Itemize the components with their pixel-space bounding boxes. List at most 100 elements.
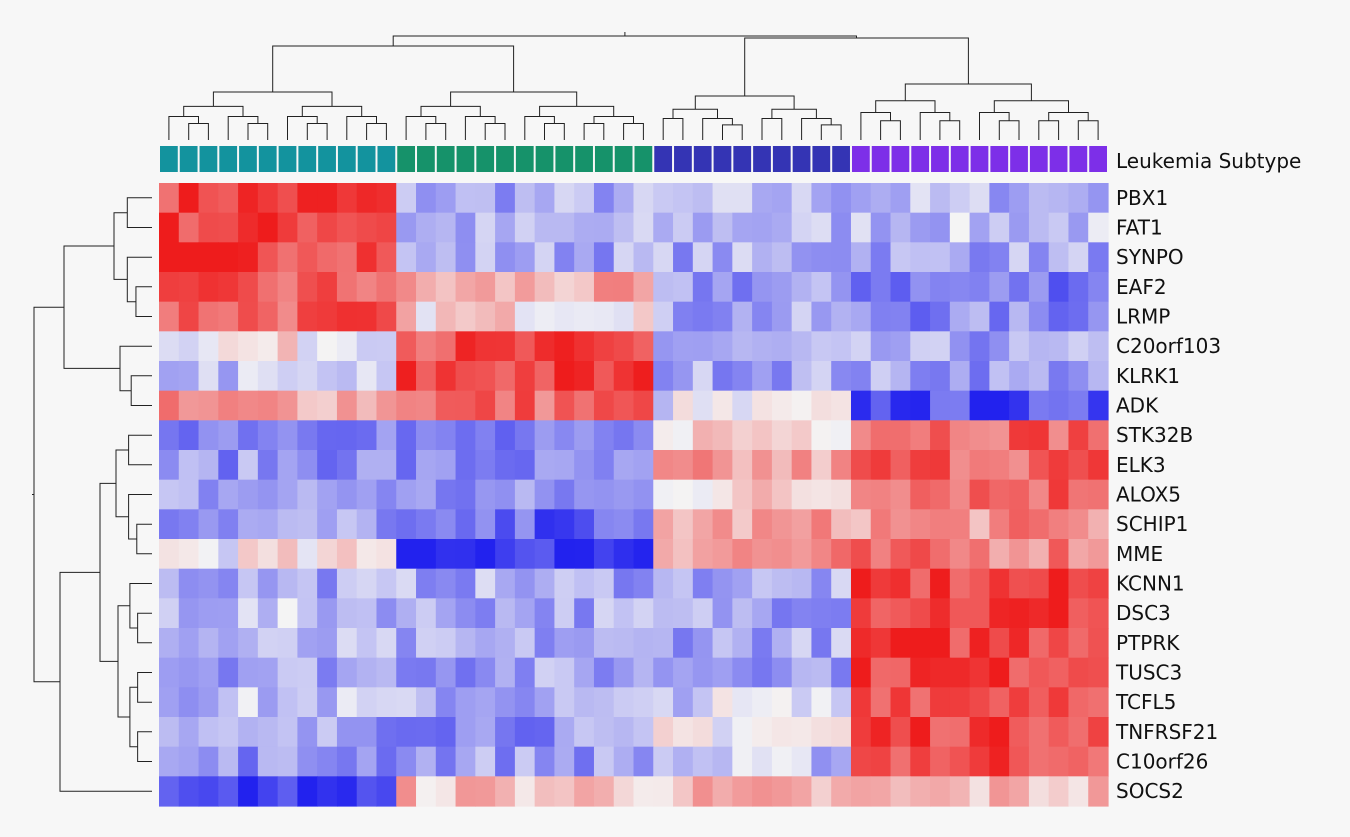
heatmap-cell xyxy=(613,776,635,807)
heatmap-cell xyxy=(1048,539,1070,570)
subtype-swatch xyxy=(278,146,297,172)
dendrogram-branch xyxy=(301,105,363,117)
heatmap-cell xyxy=(554,183,575,214)
heatmap-cell xyxy=(633,746,654,777)
heatmap-cell xyxy=(435,390,457,421)
heatmap-cell xyxy=(178,301,200,332)
heatmap-cell xyxy=(198,568,219,599)
heatmap-cell xyxy=(218,183,239,214)
dendrogram-branch xyxy=(183,105,244,117)
heatmap-cell xyxy=(1009,509,1030,540)
heatmap-cell xyxy=(218,598,239,629)
heatmap-cell xyxy=(930,183,951,214)
subtype-swatch xyxy=(950,146,969,172)
heatmap-cell xyxy=(238,746,259,777)
heatmap-cell xyxy=(495,657,516,688)
heatmap-cell xyxy=(376,242,397,273)
dendrogram-branch xyxy=(539,105,615,117)
heatmap-cell xyxy=(890,420,911,451)
heatmap-cell xyxy=(277,598,298,629)
heatmap-cell xyxy=(495,331,516,362)
dendrogram-branch xyxy=(126,197,152,228)
heatmap-cell xyxy=(870,568,892,599)
heatmap-cell xyxy=(356,183,378,214)
dendrogram-branch xyxy=(544,123,565,140)
heatmap-cell xyxy=(613,361,635,392)
heatmap-cell xyxy=(356,687,378,718)
heatmap-cell xyxy=(910,598,931,629)
heatmap-cell xyxy=(376,479,397,510)
heatmap-cell xyxy=(455,450,476,481)
heatmap-cell xyxy=(297,390,318,421)
heatmap-cell xyxy=(277,331,298,362)
heatmap-cell xyxy=(495,183,516,214)
heatmap-cell xyxy=(791,390,813,421)
heatmap-cell xyxy=(771,509,793,540)
heatmap-cell xyxy=(949,746,971,777)
heatmap-cell xyxy=(218,509,239,540)
heatmap-cell xyxy=(712,509,733,540)
heatmap-cell xyxy=(574,746,595,777)
heatmap-cell xyxy=(336,450,358,481)
heatmap-cell xyxy=(317,776,338,807)
heatmap-cell xyxy=(633,301,654,332)
heatmap-cell xyxy=(811,539,832,570)
heatmap-cell xyxy=(534,657,556,688)
heatmap-cell xyxy=(831,420,852,451)
heatmap-cell xyxy=(159,331,180,362)
subtype-swatch xyxy=(298,146,317,172)
heatmap-cell xyxy=(376,361,397,392)
heatmap-cell xyxy=(356,509,378,540)
heatmap-cell xyxy=(732,183,753,214)
heatmap-cell xyxy=(771,479,793,510)
heatmap-cell xyxy=(277,420,298,451)
heatmap-cell xyxy=(198,598,219,629)
heatmap-cell xyxy=(475,331,496,362)
heatmap-cell xyxy=(870,272,892,303)
heatmap-cell xyxy=(159,746,180,777)
heatmap-cell xyxy=(1088,183,1109,214)
heatmap-cell xyxy=(692,212,714,243)
heatmap-cell xyxy=(890,242,911,273)
gene-label: C10orf26 xyxy=(1116,750,1208,774)
heatmap-cell xyxy=(534,776,556,807)
heatmap-cell xyxy=(317,568,338,599)
heatmap-cell xyxy=(198,420,219,451)
heatmap-cell xyxy=(159,717,180,748)
heatmap-cell xyxy=(554,242,575,273)
heatmap-cell xyxy=(1068,361,1089,392)
subtype-swatch xyxy=(654,146,673,172)
heatmap-cell xyxy=(238,390,259,421)
heatmap-cell xyxy=(495,717,516,748)
heatmap-cell xyxy=(356,420,378,451)
dendrogram-branch xyxy=(126,256,152,303)
dendrogram-branch xyxy=(188,123,209,140)
subtype-swatch xyxy=(179,146,198,172)
heatmap-cell xyxy=(831,331,852,362)
heatmap-cell xyxy=(910,272,931,303)
heatmap-cell xyxy=(514,776,536,807)
heatmap-cell xyxy=(890,776,911,807)
heatmap-cell xyxy=(159,539,180,570)
heatmap-cell xyxy=(514,390,536,421)
heatmap-cell xyxy=(910,183,931,214)
heatmap-cell xyxy=(593,301,615,332)
heatmap-cell xyxy=(475,450,496,481)
heatmap-cell xyxy=(336,687,358,718)
heatmap-cell xyxy=(257,717,279,748)
heatmap-cell xyxy=(396,212,417,243)
heatmap-cell xyxy=(336,479,358,510)
heatmap-cell xyxy=(495,301,516,332)
heatmap-cell xyxy=(1068,776,1089,807)
dendrogram-branch xyxy=(722,124,743,140)
heatmap-cell xyxy=(712,628,733,659)
heatmap-cell xyxy=(317,361,338,392)
heatmap-cell xyxy=(475,657,496,688)
heatmap-cell xyxy=(574,301,595,332)
heatmap-cell xyxy=(277,568,298,599)
subtype-swatch xyxy=(456,146,475,172)
heatmap-cell xyxy=(910,746,931,777)
heatmap-cell xyxy=(1028,390,1050,421)
heatmap-cell xyxy=(574,657,595,688)
heatmap-cell xyxy=(732,479,753,510)
